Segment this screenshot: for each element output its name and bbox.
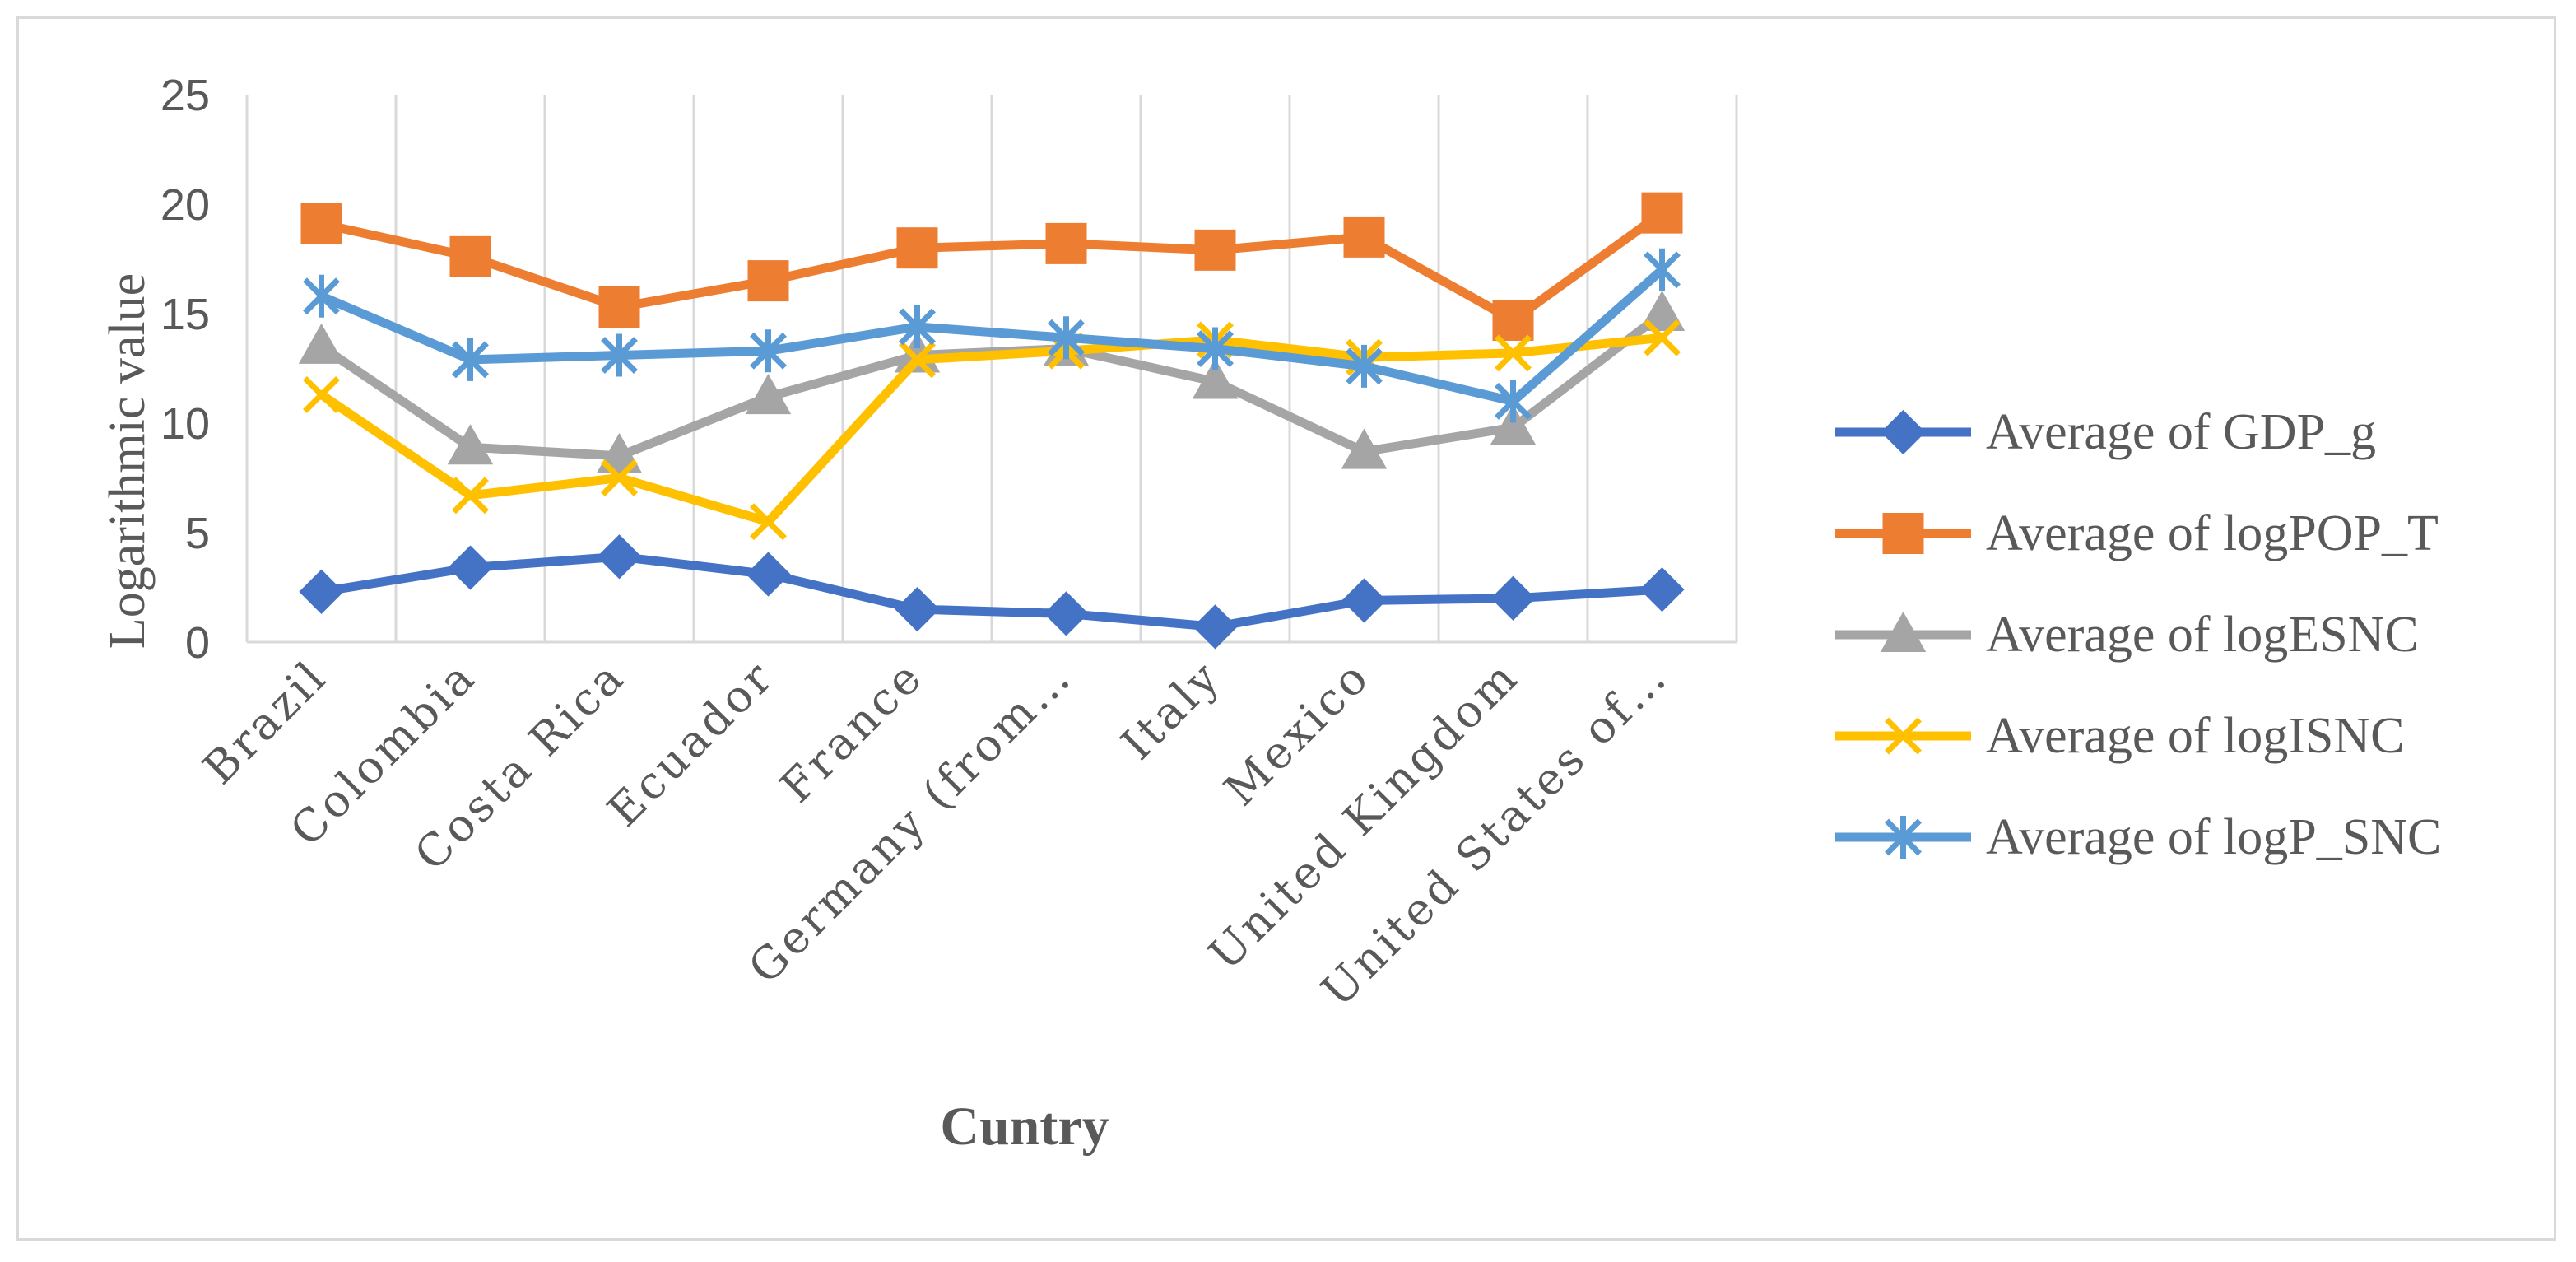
legend-item: Average of GDP_g bbox=[1835, 404, 2376, 460]
y-axis-ticks: 0 5 10 15 20 25 bbox=[160, 71, 210, 668]
data-point bbox=[899, 341, 936, 379]
data-point bbox=[601, 333, 638, 377]
data-point bbox=[1490, 404, 1537, 445]
legend-label: Average of logP_SNC bbox=[1986, 809, 2441, 865]
chart-frame bbox=[16, 16, 2556, 1241]
data-point bbox=[1341, 428, 1388, 469]
data-point bbox=[1639, 290, 1686, 331]
legend-marker bbox=[1885, 816, 1922, 859]
data-point bbox=[303, 375, 340, 413]
data-point bbox=[597, 534, 642, 580]
data-point bbox=[298, 323, 345, 364]
series-line bbox=[317, 208, 1667, 325]
series-layer bbox=[298, 192, 1686, 650]
data-point bbox=[299, 569, 344, 614]
data-point bbox=[747, 260, 789, 302]
legend: Average of GDP_g Average of logPOP_T Avera… bbox=[1835, 404, 2441, 865]
data-point bbox=[899, 305, 936, 348]
legend-item: Average of logPOP_T bbox=[1835, 505, 2439, 561]
data-point bbox=[750, 329, 787, 373]
series-line bbox=[317, 265, 1667, 406]
data-point bbox=[750, 503, 787, 541]
data-point bbox=[1343, 216, 1385, 258]
y-tick-label: 5 bbox=[185, 509, 210, 558]
y-tick-label: 15 bbox=[160, 290, 210, 339]
data-point bbox=[1048, 316, 1085, 360]
series-star bbox=[303, 248, 1681, 423]
data-point bbox=[1193, 604, 1238, 650]
data-point bbox=[1639, 567, 1685, 612]
x-axis-title: Cuntry bbox=[940, 1097, 1109, 1157]
data-point bbox=[896, 227, 938, 269]
data-point bbox=[1192, 358, 1239, 399]
data-point bbox=[1045, 222, 1087, 264]
legend-label: Average of logESNC bbox=[1986, 607, 2419, 663]
data-point bbox=[448, 545, 493, 590]
data-point bbox=[1641, 192, 1683, 234]
y-tick-label: 20 bbox=[160, 180, 210, 230]
data-point bbox=[1044, 591, 1089, 636]
legend-marker bbox=[1882, 513, 1924, 554]
data-point bbox=[449, 235, 491, 277]
series-diamond bbox=[299, 534, 1685, 650]
legend-label: Average of logPOP_T bbox=[1986, 505, 2439, 561]
data-point bbox=[1495, 334, 1532, 372]
data-point bbox=[1490, 575, 1536, 621]
legend-item: Average of logESNC bbox=[1835, 607, 2419, 663]
data-point bbox=[1194, 229, 1236, 271]
legend-marker bbox=[1885, 717, 1922, 755]
legend-marker bbox=[1880, 611, 1927, 652]
y-axis-title: Logarithmic value bbox=[100, 273, 156, 649]
data-point bbox=[1341, 578, 1387, 623]
legend-marker bbox=[1881, 409, 1926, 455]
x-tick-label: Italy bbox=[1111, 650, 1231, 771]
data-point bbox=[1346, 344, 1383, 388]
y-tick-label: 25 bbox=[160, 71, 210, 120]
data-point bbox=[452, 477, 489, 515]
data-point bbox=[746, 552, 791, 597]
legend-label: Average of GDP_g bbox=[1986, 404, 2376, 460]
legend-item: Average of logP_SNC bbox=[1835, 809, 2441, 865]
data-point bbox=[1495, 380, 1532, 423]
data-point bbox=[598, 286, 640, 328]
data-point bbox=[895, 586, 940, 632]
data-point bbox=[1492, 299, 1534, 341]
series-line bbox=[317, 552, 1667, 631]
data-point bbox=[601, 459, 638, 496]
data-point bbox=[300, 203, 342, 244]
data-point bbox=[1644, 319, 1681, 356]
data-point bbox=[745, 374, 792, 415]
legend-label: Average of logISNC bbox=[1986, 708, 2405, 764]
data-point bbox=[1197, 327, 1234, 370]
data-point bbox=[452, 338, 489, 381]
series-square bbox=[300, 192, 1683, 341]
data-point bbox=[1644, 248, 1681, 291]
data-point bbox=[447, 424, 494, 465]
series-line bbox=[317, 333, 1667, 527]
data-point bbox=[596, 432, 643, 473]
data-point bbox=[303, 274, 340, 318]
legend-item: Average of logISNC bbox=[1835, 708, 2405, 764]
y-tick-label: 10 bbox=[160, 399, 210, 449]
x-tick-label: Brazil bbox=[193, 650, 337, 794]
y-tick-label: 0 bbox=[185, 618, 210, 668]
